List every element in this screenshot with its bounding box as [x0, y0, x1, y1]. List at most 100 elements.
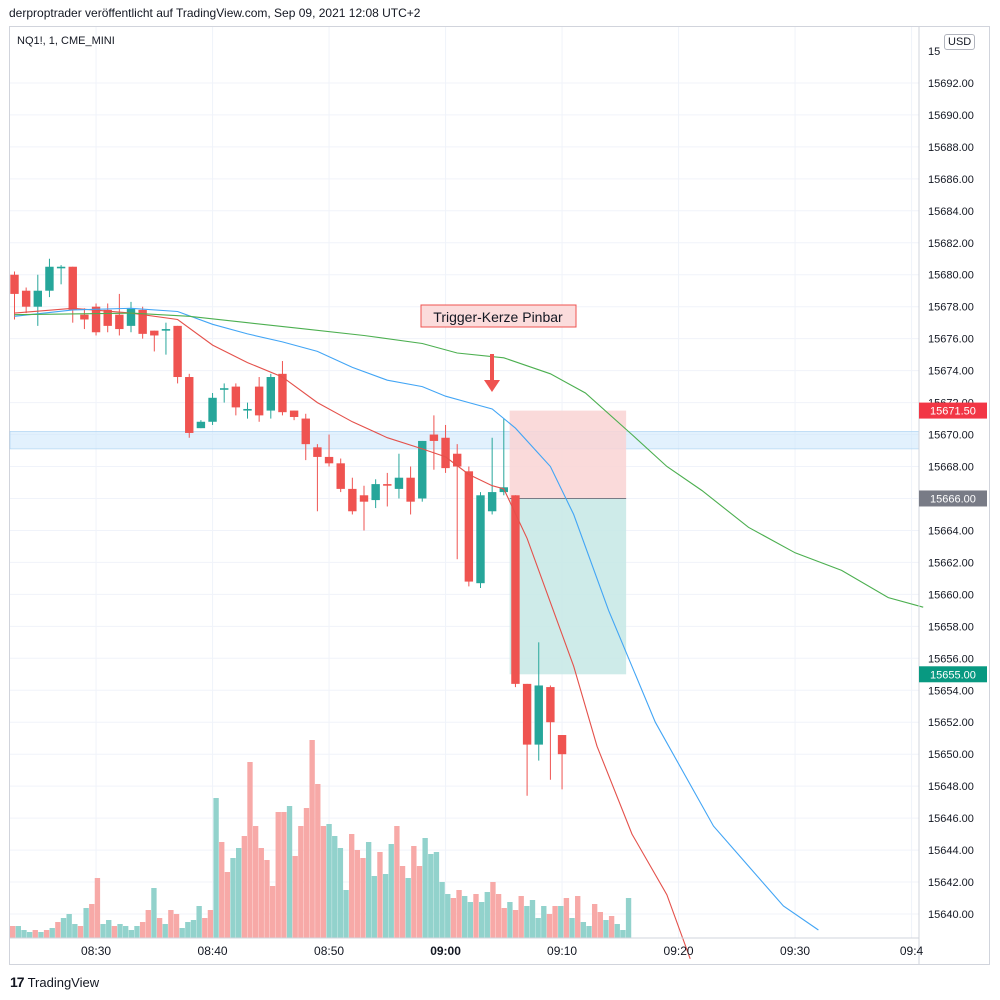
volume-bar [399, 866, 406, 938]
price-tick-label: 15676.00 [928, 334, 974, 346]
candle[interactable] [91, 306, 101, 333]
candle[interactable] [33, 290, 42, 307]
take-profit-zone[interactable] [509, 498, 627, 675]
stop-loss-zone[interactable] [509, 410, 627, 499]
price-tick-label: 15644.00 [928, 845, 974, 857]
candle[interactable] [68, 266, 77, 310]
time-tick-label: 08:50 [314, 944, 344, 958]
candle[interactable] [150, 330, 159, 336]
candle[interactable] [383, 484, 392, 486]
candle[interactable] [173, 325, 182, 378]
volume-bar [72, 924, 78, 938]
candle[interactable] [126, 308, 136, 326]
price-tag [919, 666, 987, 683]
candle[interactable] [254, 386, 264, 416]
price-tick-label: 15646.00 [928, 813, 974, 825]
candle[interactable] [56, 266, 66, 269]
candle[interactable] [324, 456, 334, 464]
volume-bar [490, 882, 496, 938]
time-tick-label: 09:00 [430, 944, 461, 958]
annotation-box[interactable] [420, 304, 577, 328]
publisher-line: derproptrader veröffentlicht auf Trading… [9, 6, 421, 20]
candle[interactable] [441, 437, 450, 469]
volume-bar [343, 890, 349, 938]
candle[interactable] [371, 484, 380, 501]
candle[interactable] [313, 447, 322, 457]
candle[interactable] [21, 290, 31, 307]
volume-bar [405, 878, 411, 938]
candle[interactable] [487, 492, 497, 512]
volume-bar [445, 894, 451, 938]
volume-bar [236, 848, 242, 938]
candle[interactable] [115, 314, 124, 330]
volume-bar [388, 844, 394, 938]
candle[interactable] [45, 266, 54, 291]
candle[interactable] [522, 683, 532, 745]
candle[interactable] [289, 410, 299, 417]
volume-bar [580, 922, 587, 938]
candle[interactable] [10, 274, 19, 294]
candle[interactable] [80, 314, 89, 320]
candle[interactable] [196, 421, 206, 429]
volume-bar [552, 906, 558, 938]
candle[interactable] [266, 377, 275, 411]
candle[interactable] [418, 440, 427, 499]
candle[interactable] [185, 377, 194, 433]
candle[interactable] [394, 477, 404, 489]
volume-bar [213, 798, 219, 938]
time-tick-label: 09:4 [900, 944, 924, 958]
candle[interactable] [348, 488, 357, 512]
candle[interactable] [231, 386, 241, 408]
candle[interactable] [138, 309, 147, 334]
candle[interactable] [208, 397, 217, 422]
chart-frame[interactable] [9, 26, 990, 965]
volume-bar [49, 928, 55, 938]
volume-bar [546, 914, 553, 938]
price-tick-label: 15652.00 [928, 717, 974, 729]
candle[interactable] [359, 495, 369, 502]
currency-button[interactable]: USD [944, 34, 976, 50]
candle[interactable] [534, 685, 543, 745]
candle[interactable] [429, 434, 439, 441]
candle[interactable] [476, 495, 485, 584]
candle[interactable] [243, 408, 252, 411]
candle[interactable] [546, 687, 555, 723]
volume-bar [608, 916, 615, 938]
volume-bar [66, 914, 72, 938]
candle[interactable] [278, 373, 287, 413]
volume-bar [365, 842, 372, 938]
volume-bar [349, 834, 355, 938]
volume-bar [326, 824, 332, 938]
candle[interactable] [557, 735, 567, 755]
candle[interactable] [220, 388, 229, 390]
volume-bar [303, 808, 310, 938]
candle[interactable] [464, 471, 474, 582]
candle[interactable] [406, 477, 415, 502]
time-tick-label: 09:20 [664, 944, 694, 958]
volume-bar [597, 912, 603, 938]
volume-bar [168, 910, 174, 938]
price-tick-label: 15688.00 [928, 142, 974, 154]
candle[interactable] [453, 453, 462, 467]
candle[interactable] [161, 329, 171, 331]
candle[interactable] [301, 418, 310, 445]
time-tick-label: 08:30 [81, 944, 111, 958]
price-tick-label: 15664.00 [928, 525, 974, 537]
trigger-annotation: Trigger-Kerze Pinbar [420, 304, 577, 392]
candle[interactable] [103, 309, 112, 326]
time-tick-label: 09:30 [780, 944, 810, 958]
candle[interactable] [336, 463, 345, 489]
volume-bar [529, 900, 536, 938]
volume-bar [100, 924, 106, 938]
volume-bar [377, 852, 383, 938]
volume-bar [43, 930, 50, 938]
volume-bar [26, 932, 33, 938]
volume-bar [591, 904, 598, 938]
annotation-label: Trigger-Kerze Pinbar [433, 309, 563, 325]
tradingview-logo[interactable]: 17 TradingView [10, 974, 99, 990]
candle[interactable] [511, 495, 520, 684]
volume-bar [456, 890, 462, 938]
moving-average-mid [14, 307, 819, 931]
volume-bar [512, 910, 519, 938]
